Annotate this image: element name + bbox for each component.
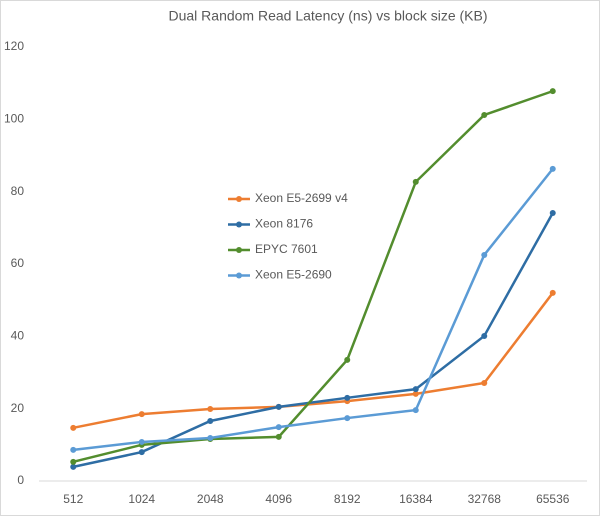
data-point — [275, 424, 282, 431]
data-point — [70, 424, 77, 431]
x-tick-label: 32768 — [468, 492, 502, 506]
data-point — [412, 386, 419, 393]
x-tick-label: 16384 — [399, 492, 433, 506]
series-line — [73, 292, 554, 430]
data-point — [412, 178, 419, 185]
data-point — [70, 463, 77, 470]
data-point — [549, 210, 556, 217]
y-tick-label: 120 — [4, 39, 24, 53]
data-point — [344, 415, 351, 422]
data-point — [275, 433, 282, 440]
legend-label: Xeon E5-2699 v4 — [255, 191, 348, 205]
legend-marker — [236, 247, 242, 253]
data-point — [481, 332, 488, 339]
data-point — [70, 458, 77, 465]
y-tick-label: 40 — [11, 329, 25, 343]
data-point — [138, 411, 145, 418]
legend-marker — [236, 221, 242, 228]
y-tick-label: 60 — [11, 256, 25, 270]
data-point — [138, 438, 145, 445]
legend-marker — [236, 272, 242, 279]
y-tick-label: 0 — [17, 473, 24, 487]
data-point — [481, 379, 488, 386]
data-point — [207, 406, 214, 413]
legend-label: EPYC 7601 — [255, 242, 318, 256]
x-tick-label: 4096 — [265, 492, 292, 506]
data-point — [412, 390, 419, 397]
series-line — [73, 168, 554, 452]
data-point — [344, 356, 351, 363]
x-tick-label: 1024 — [128, 492, 155, 506]
data-point — [412, 407, 419, 414]
y-tick-label: 20 — [11, 401, 25, 415]
data-point — [138, 449, 145, 456]
data-point — [207, 434, 214, 441]
data-point — [207, 417, 214, 424]
y-tick-label: 100 — [4, 112, 24, 126]
data-point — [481, 111, 488, 118]
x-tick-label: 8192 — [334, 492, 361, 506]
series-line — [72, 212, 554, 469]
series-line — [72, 89, 554, 464]
data-point — [549, 88, 556, 95]
data-point — [549, 165, 556, 172]
data-point — [275, 403, 282, 410]
legend-marker — [236, 196, 242, 202]
x-tick-label: 512 — [63, 492, 83, 506]
data-point — [344, 394, 351, 401]
x-tick-label: 65536 — [536, 492, 570, 506]
chart-title: Dual Random Read Latency (ns) vs block s… — [168, 8, 487, 24]
y-tick-label: 80 — [11, 184, 25, 198]
data-point — [481, 251, 488, 258]
x-tick-label: 2048 — [197, 492, 224, 506]
data-point — [549, 289, 556, 296]
legend-label: Xeon E5-2690 — [255, 268, 332, 282]
data-point — [70, 446, 77, 453]
legend-label: Xeon 8176 — [255, 217, 313, 231]
